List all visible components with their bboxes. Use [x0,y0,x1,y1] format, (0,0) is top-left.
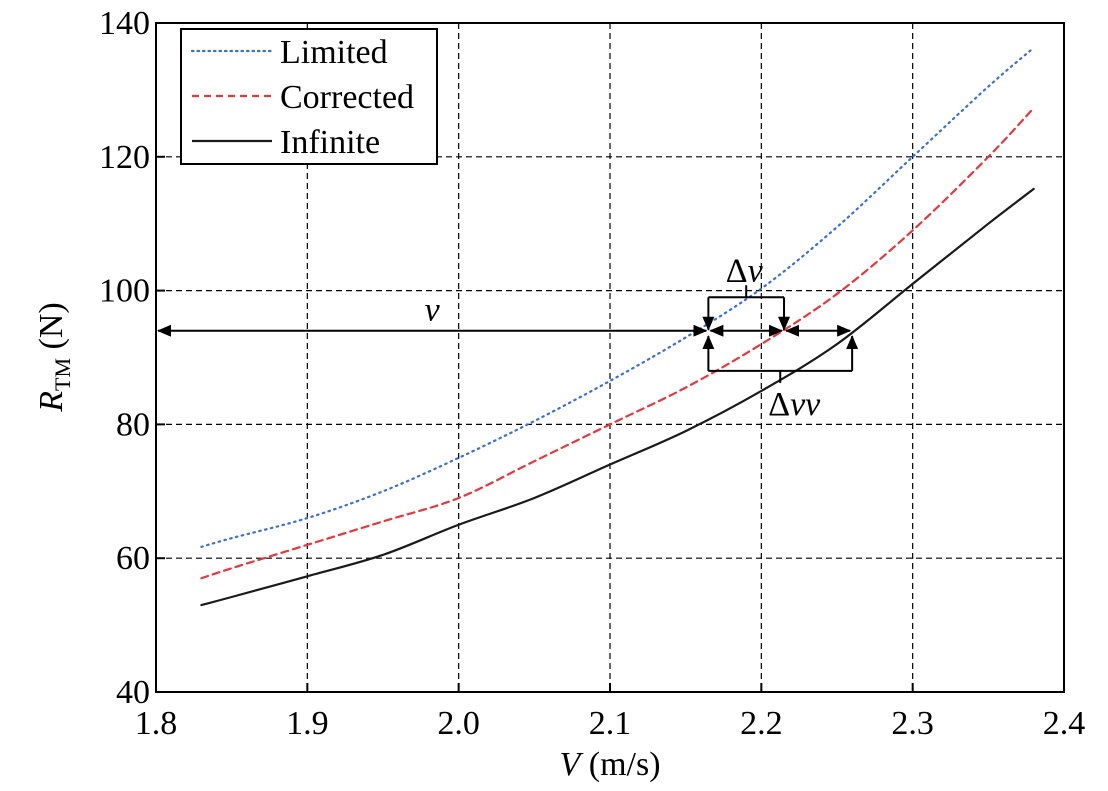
series-line-infinite [200,187,1035,607]
y-tick-label: 100 [99,273,150,310]
annotations: v Δv Δvv [157,252,859,423]
y-tick-label: 40 [116,674,150,711]
legend: Limited Corrected Infinite [180,28,438,165]
x-tick-label: 1.9 [286,705,329,742]
x-tick-label: 2.2 [740,705,783,742]
x-tick-label: 1.8 [135,705,178,742]
x-tick-label: 2.3 [891,705,934,742]
series-line-limited [200,46,1035,548]
x-tick-label: 2.4 [1043,705,1086,742]
delta-vv-label: Δvv [768,386,821,423]
y-tick-label: 80 [116,406,150,443]
series-group [200,46,1035,607]
y-axis-title: RTM (N) [33,302,75,412]
v-label: v [425,292,441,329]
x-tick-label: 2.0 [437,705,480,742]
y-tick-label: 60 [116,540,150,577]
x-tick-label: 2.1 [589,705,632,742]
legend-label-limited: Limited [280,34,388,71]
y-tick-label: 120 [99,139,150,176]
delta-v-label: Δv [726,252,764,289]
series-line-corrected [200,106,1035,580]
x-axis-title: V (m/s) [559,746,660,783]
legend-label-infinite: Infinite [280,124,380,161]
axis-ticks: 1.8 1.9 2.0 2.1 2.2 2.3 2.4 40 60 80 100 120 140 [99,5,1085,742]
y-tick-label: 140 [99,5,150,42]
legend-label-corrected: Corrected [280,79,414,116]
